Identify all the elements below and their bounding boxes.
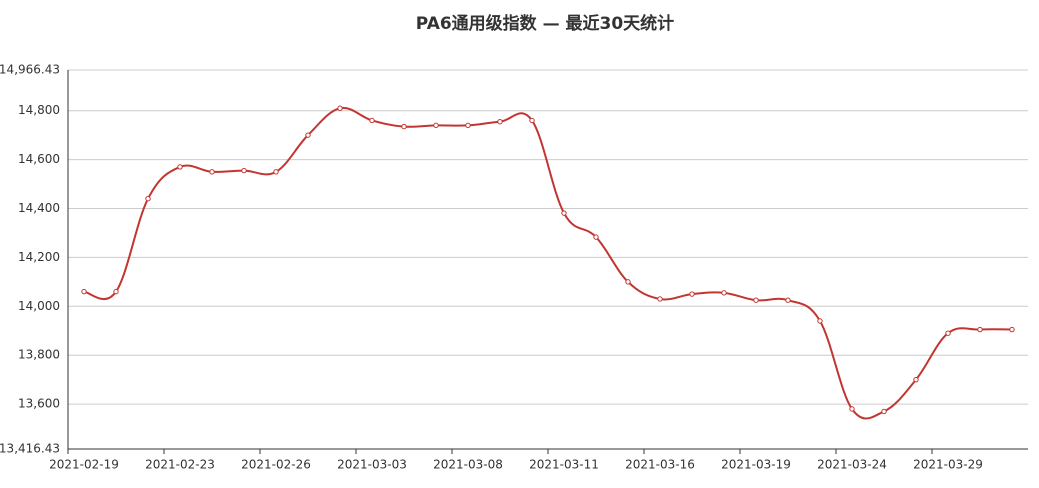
x-tick-label: 2021-02-19 [49,458,119,472]
data-point [465,122,471,129]
y-tick-label: 13,416.43 [0,442,60,456]
data-point [913,376,919,383]
data-point [81,288,87,295]
x-tick-label: 2021-03-19 [721,458,791,472]
data-point [305,132,311,138]
y-tick-label: 14,200 [18,250,60,264]
x-tick-label: 2021-03-16 [625,458,695,472]
y-tick-label: 14,000 [18,299,60,313]
data-point [881,408,887,415]
x-tick-label: 2021-03-29 [913,458,983,472]
y-tick-label: 14,800 [18,103,60,117]
y-tick-label: 13,800 [18,348,60,362]
data-point [625,279,631,285]
data-point [113,288,119,295]
chart-title: PA6通用级指数 — 最近30天统计 [416,13,674,34]
data-point [241,167,247,174]
y-tick-label: 14,600 [18,152,60,166]
data-point [497,118,503,125]
data-point [785,297,791,303]
data-point [689,291,695,297]
data-point [145,196,151,202]
data-point [721,290,727,296]
x-tick-label: 2021-03-08 [433,458,503,472]
y-tick-label: 14,400 [18,201,60,215]
data-point [433,122,439,129]
data-point [369,117,375,124]
data-point [209,169,215,175]
data-point [273,169,279,175]
data-point [337,105,343,111]
data-point [753,297,759,303]
data-point [529,117,535,124]
x-tick-label: 2021-03-24 [817,458,887,472]
data-point [593,234,599,240]
data-point [561,210,567,216]
y-tick-label: 13,600 [18,397,60,411]
data-point [1009,326,1015,333]
data-point [401,123,407,130]
data-point [657,296,663,302]
data-point [945,330,951,336]
data-point [177,164,183,170]
data-point [977,326,983,333]
x-tick-label: 2021-02-23 [145,458,215,472]
x-tick-label: 2021-03-03 [337,458,407,472]
series-line [83,106,1013,420]
y-tick-label: 14,966.43 [0,63,60,77]
x-tick-label: 2021-03-11 [529,458,599,472]
data-point [817,318,823,324]
data-point [849,406,855,412]
x-tick-label: 2021-02-26 [241,458,311,472]
